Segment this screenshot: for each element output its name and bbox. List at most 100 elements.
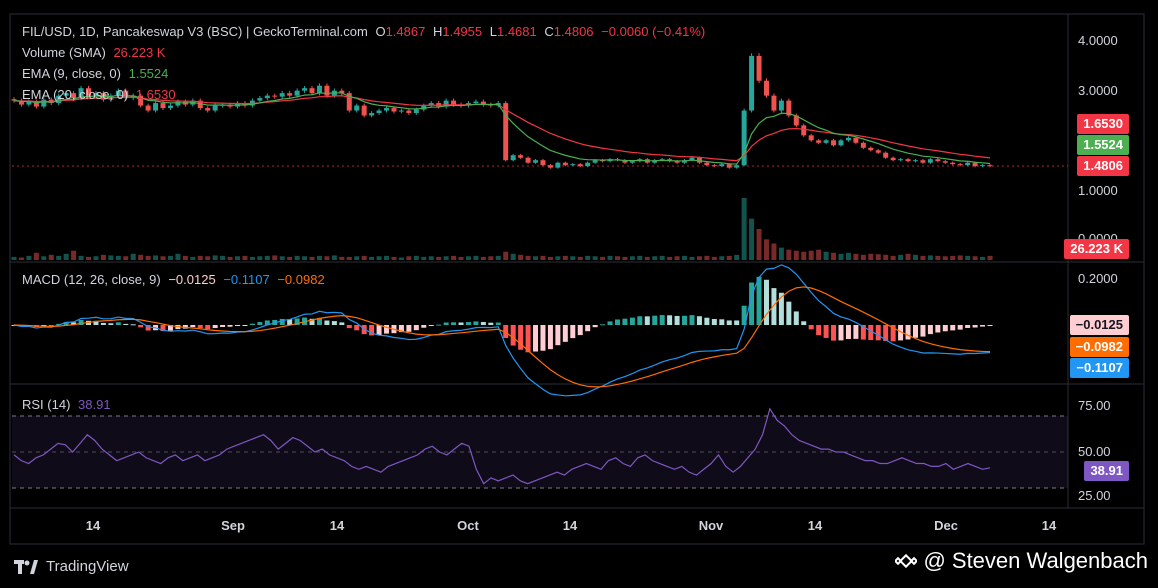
macd-histogram-bar	[674, 315, 680, 325]
candle-body	[56, 95, 62, 104]
candle-body	[562, 162, 568, 166]
macd-line	[13, 264, 991, 397]
ema9-legend-value: 1.5524	[128, 66, 169, 81]
rsi-tick: 25.00	[1078, 488, 1111, 503]
macd-histogram-bar	[533, 325, 539, 352]
volume-bar	[510, 253, 516, 260]
candle-body	[175, 101, 181, 106]
macd-histogram-bar	[316, 317, 322, 325]
candle-body	[555, 162, 561, 168]
candle-body	[912, 160, 918, 162]
volume-bar	[115, 255, 121, 260]
ema20-legend: EMA (20, close, 0) 1.6530	[22, 87, 180, 103]
macd-histogram-bar	[279, 318, 285, 325]
macd-histogram-bar	[950, 325, 956, 331]
macd-histogram-bar	[205, 325, 211, 330]
volume-bar	[108, 255, 114, 260]
volume-bar	[324, 256, 330, 260]
macd-legend-label: MACD (12, 26, close, 9)	[22, 272, 161, 287]
macd-histogram-bar	[927, 325, 933, 335]
tradingview-logo[interactable]: TradingView	[14, 558, 129, 575]
macd-histogram-bar	[682, 315, 688, 325]
macd-histogram-bar	[659, 315, 665, 325]
macd-histogram-bar	[883, 325, 889, 342]
candle-body	[421, 105, 427, 110]
macd-histogram-bar	[421, 325, 427, 328]
macd-histogram-bar	[912, 325, 918, 338]
macd-histogram-bar	[488, 322, 494, 325]
macd-histogram-bar	[547, 325, 553, 350]
volume-bar	[823, 251, 829, 260]
candle-body	[406, 110, 412, 114]
volume-bar	[972, 256, 978, 260]
candle-body	[652, 160, 658, 163]
ema9-legend: EMA (9, close, 0) 1.5524	[22, 66, 172, 82]
candle-body	[279, 93, 285, 97]
candle-body	[473, 101, 479, 104]
macd-histogram-bar	[473, 321, 479, 325]
candle-body	[950, 162, 956, 165]
macd-histogram	[11, 276, 993, 353]
macd-histogram-bar	[123, 323, 129, 325]
macd-histogram-bar	[614, 319, 620, 325]
macd-histogram-bar	[637, 316, 643, 325]
price-legend: FIL/USD, 1D, Pancakeswap V3 (BSC) | Geck…	[22, 24, 709, 40]
candle-body	[324, 85, 330, 96]
volume-bar	[71, 250, 77, 260]
volume-bar	[518, 254, 524, 260]
macd-histogram-bar	[465, 322, 471, 325]
macd-histogram-bar	[294, 318, 300, 325]
macd-histogram-bar	[905, 325, 911, 340]
low-value: 1.4681	[496, 24, 537, 39]
candle-body	[689, 157, 695, 161]
rsi-line	[13, 407, 991, 485]
macd-histogram-bar	[406, 325, 412, 332]
macd-histogram-bar	[220, 325, 226, 327]
volume-bar	[145, 255, 151, 260]
candle-body	[391, 108, 397, 112]
candle-body	[831, 140, 837, 146]
macd-histogram-bar	[778, 292, 784, 325]
watermark-text: @ Steven Walgenbach	[923, 548, 1148, 573]
volume-bar	[197, 255, 203, 260]
macd-histogram-bar	[138, 325, 144, 328]
macd-histogram-bar	[212, 325, 218, 329]
volume-bar	[160, 256, 166, 260]
volume-bar	[212, 255, 218, 260]
candle-body	[860, 142, 866, 148]
macd-histogram-bar	[324, 320, 330, 325]
volume-bar	[592, 256, 598, 260]
volume-bar	[316, 255, 322, 260]
candle-body	[205, 108, 211, 111]
macd-histogram-bar	[592, 325, 598, 328]
candle-body	[823, 140, 829, 143]
macd-histogram-bar	[570, 325, 576, 339]
price-tick: 3.0000	[1078, 83, 1118, 98]
candle-body	[18, 100, 24, 105]
volume-bar	[860, 254, 866, 260]
macd-histogram-bar	[741, 305, 747, 325]
candle-body	[287, 93, 293, 96]
volume-bar	[808, 250, 814, 260]
candle-body	[63, 93, 69, 96]
candle-body	[920, 160, 926, 163]
macd-histogram-bar	[48, 325, 54, 326]
macd-histogram-bar	[525, 325, 531, 353]
volume-bar	[950, 255, 956, 260]
volume-bar	[451, 255, 457, 260]
volume-bar	[242, 255, 248, 260]
volume-bar	[257, 256, 263, 260]
candle-body	[585, 162, 591, 167]
candle-body	[957, 164, 963, 166]
candle-body	[808, 135, 814, 141]
macd-legend: MACD (12, 26, close, 9) −0.0125 −0.1107 …	[22, 272, 329, 288]
tradingview-label: TradingView	[46, 558, 129, 575]
macd-histogram-bar	[235, 325, 241, 326]
candle-body	[734, 165, 740, 168]
volume-bar	[570, 256, 576, 260]
volume-bar	[816, 249, 822, 260]
macd-histogram-bar	[831, 325, 837, 341]
macd-histogram-bar	[518, 325, 524, 350]
macd-histogram-bar	[398, 325, 404, 333]
